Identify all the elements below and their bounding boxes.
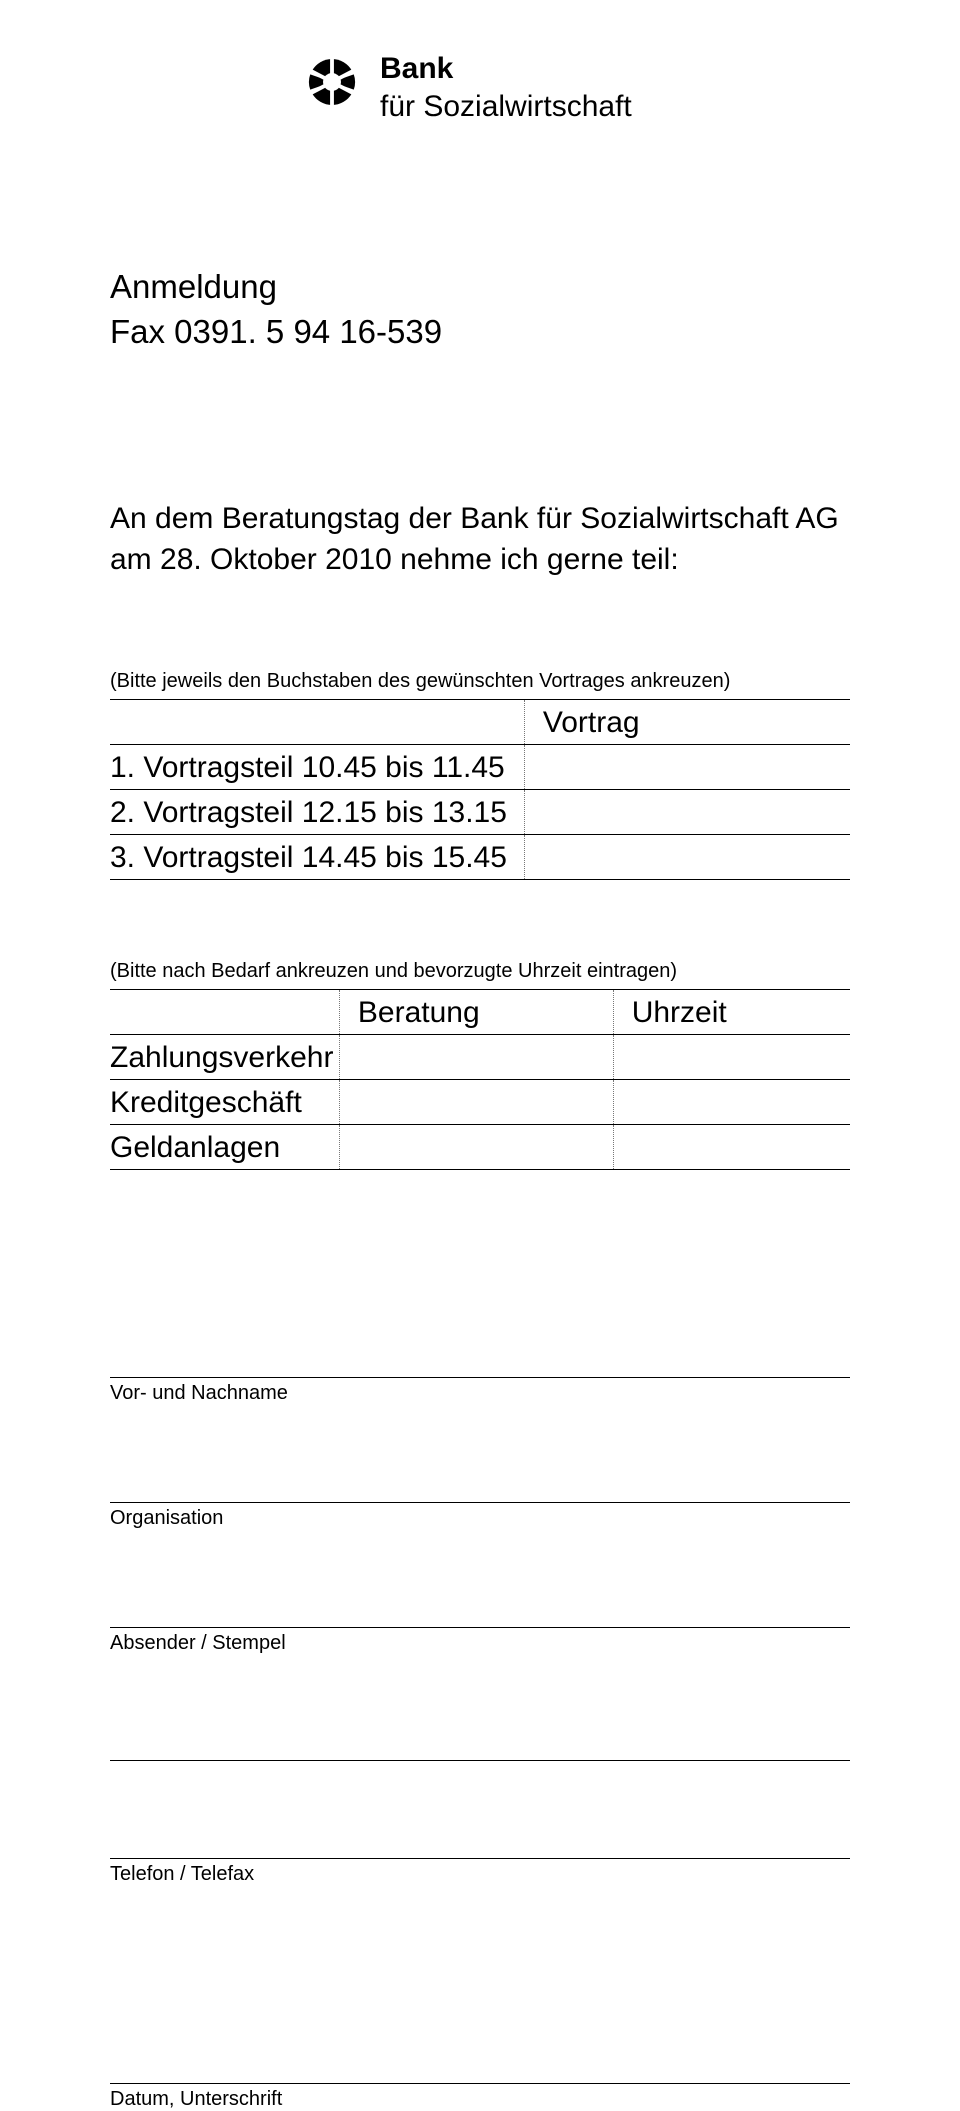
input-cell[interactable]	[613, 1080, 850, 1125]
input-cell[interactable]	[339, 1080, 613, 1125]
title-line-1: Anmeldung	[110, 265, 850, 310]
table-cell	[110, 700, 524, 745]
table-vortrag: Vortrag 1. Vortragsteil 10.45 bis 11.45 …	[110, 699, 850, 880]
input-cell[interactable]	[524, 745, 850, 790]
table-row: Geldanlagen	[110, 1125, 850, 1170]
name-label: Vor- und Nachname	[110, 1382, 850, 1405]
input-cell[interactable]	[339, 1125, 613, 1170]
table-header-uhrzeit: Uhrzeit	[613, 990, 850, 1035]
table-beratung: Beratung Uhrzeit Zahlungsverkehr Kreditg…	[110, 989, 850, 1170]
table1-note: (Bitte jeweils den Buchstaben des gewüns…	[110, 670, 850, 693]
table-cell: Kreditgeschäft	[110, 1080, 339, 1125]
table-row: 3. Vortragsteil 14.45 bis 15.45	[110, 835, 850, 880]
table2-note: (Bitte nach Bedarf ankreuzen und bevorzu…	[110, 960, 850, 983]
input-cell[interactable]	[339, 1035, 613, 1080]
intro-text: An dem Beratungstag der Bank für Sozialw…	[110, 499, 850, 580]
telefon-field[interactable]	[110, 1811, 850, 1859]
input-cell[interactable]	[524, 835, 850, 880]
name-field[interactable]	[110, 1330, 850, 1378]
table-cell: Geldanlagen	[110, 1125, 339, 1170]
table-cell: Zahlungsverkehr	[110, 1035, 339, 1080]
table-cell: 2. Vortragsteil 12.15 bis 13.15	[110, 790, 524, 835]
telefon-label: Telefon / Telefax	[110, 1863, 850, 1886]
table-row: Vortrag	[110, 700, 850, 745]
table-cell: 3. Vortragsteil 14.45 bis 15.45	[110, 835, 524, 880]
input-cell[interactable]	[613, 1125, 850, 1170]
logo-line-2: für Sozialwirtschaft	[380, 88, 632, 126]
table-cell	[110, 990, 339, 1035]
input-cell[interactable]	[524, 790, 850, 835]
signature-fields: Vor- und Nachname Organisation Absender …	[110, 1330, 850, 2111]
table-row: Beratung Uhrzeit	[110, 990, 850, 1035]
logo-text: Bank für Sozialwirtschaft	[380, 50, 632, 125]
table-header-vortrag: Vortrag	[524, 700, 850, 745]
table-row: 1. Vortragsteil 10.45 bis 11.45	[110, 745, 850, 790]
input-cell[interactable]	[613, 1035, 850, 1080]
absender-label: Absender / Stempel	[110, 1632, 850, 1655]
table-row: Zahlungsverkehr	[110, 1035, 850, 1080]
logo-line-1: Bank	[380, 50, 632, 88]
table-row: 2. Vortragsteil 12.15 bis 13.15	[110, 790, 850, 835]
page: Bank für Sozialwirtschaft Anmeldung Fax …	[0, 0, 960, 1981]
organisation-field[interactable]	[110, 1455, 850, 1503]
title-line-2: Fax 0391. 5 94 16-539	[110, 310, 850, 355]
logo-block: Bank für Sozialwirtschaft	[300, 50, 850, 125]
title-block: Anmeldung Fax 0391. 5 94 16-539	[110, 265, 850, 354]
datum-label: Datum, Unterschrift	[110, 2088, 850, 2111]
absender-field-2[interactable]	[110, 1713, 850, 1761]
organisation-label: Organisation	[110, 1507, 850, 1530]
table-cell: 1. Vortragsteil 10.45 bis 11.45	[110, 745, 524, 790]
table-header-beratung: Beratung	[339, 990, 613, 1035]
datum-field[interactable]	[110, 2036, 850, 2084]
table-row: Kreditgeschäft	[110, 1080, 850, 1125]
bank-logo-icon	[300, 50, 364, 114]
absender-field[interactable]	[110, 1580, 850, 1628]
